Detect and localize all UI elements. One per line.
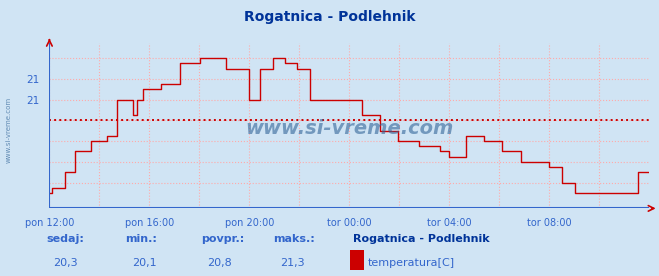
Text: 20,3: 20,3 [53,258,77,268]
Text: maks.:: maks.: [273,234,315,244]
Text: www.si-vreme.com: www.si-vreme.com [5,97,12,163]
Text: povpr.:: povpr.: [201,234,244,244]
Text: 20,8: 20,8 [208,258,233,268]
Text: www.si-vreme.com: www.si-vreme.com [245,120,453,138]
Text: 20,1: 20,1 [132,258,156,268]
Text: min.:: min.: [125,234,157,244]
Text: temperatura[C]: temperatura[C] [368,258,455,268]
Text: Rogatnica - Podlehnik: Rogatnica - Podlehnik [244,10,415,24]
Text: 21,3: 21,3 [280,258,304,268]
Text: Rogatnica - Podlehnik: Rogatnica - Podlehnik [353,234,489,244]
Text: sedaj:: sedaj: [46,234,84,244]
